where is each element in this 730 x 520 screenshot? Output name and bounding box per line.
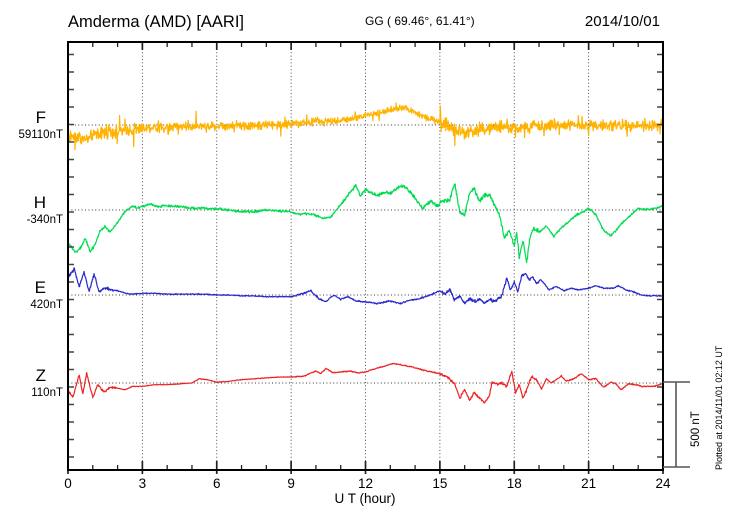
grid-lines	[141, 42, 590, 470]
baseline-dotted-lines	[68, 124, 663, 384]
x-tick-label: 21	[581, 476, 596, 491]
x-tick-label: 15	[432, 476, 447, 491]
data-traces	[68, 102, 663, 404]
station-title: Amderma (AMD) [AARI]	[68, 13, 244, 31]
x-tick-label: 9	[287, 476, 295, 491]
amplitude-scale-bar: 500 nT	[663, 381, 702, 468]
series-letter-Z: Z	[36, 366, 46, 385]
trace-E	[68, 267, 663, 305]
x-tick-label: 18	[507, 476, 522, 491]
x-axis-label: U T (hour)	[334, 491, 395, 506]
series-baseline-value-Z: 110nT	[31, 387, 63, 399]
series-letter-F: F	[36, 108, 46, 127]
plot-frame	[67, 41, 664, 471]
x-tick-label: 12	[358, 476, 373, 491]
x-tick-labels: 0 3 6 9 12 15 18 21 24	[64, 476, 671, 491]
series-baseline-value-F: 59110nT	[18, 129, 63, 141]
x-tick-label: 3	[139, 476, 147, 491]
series-letter-E: E	[35, 278, 46, 297]
trace-F	[68, 102, 663, 151]
series-baseline-value-E: 420nT	[30, 299, 63, 311]
x-tick-label: 6	[213, 476, 221, 491]
scale-bar-label: 500 nT	[690, 411, 702, 447]
series-baseline-value-H: -340nT	[27, 214, 63, 226]
x-tick-label: 24	[655, 476, 671, 491]
plotted-at-note: Plotted at 2014/11/01 02:12 UT	[714, 345, 724, 470]
x-tick-label: 0	[64, 476, 72, 491]
trace-H	[68, 183, 663, 264]
geographic-coords: GG ( 69.46°, 61.41°)	[365, 14, 475, 28]
series-letter-H: H	[34, 193, 46, 212]
plot-date: 2014/10/01	[585, 13, 660, 30]
series-labels: F 59110nT H -340nT E 420nT Z 110nT	[18, 108, 63, 399]
trace-Z	[68, 362, 663, 404]
